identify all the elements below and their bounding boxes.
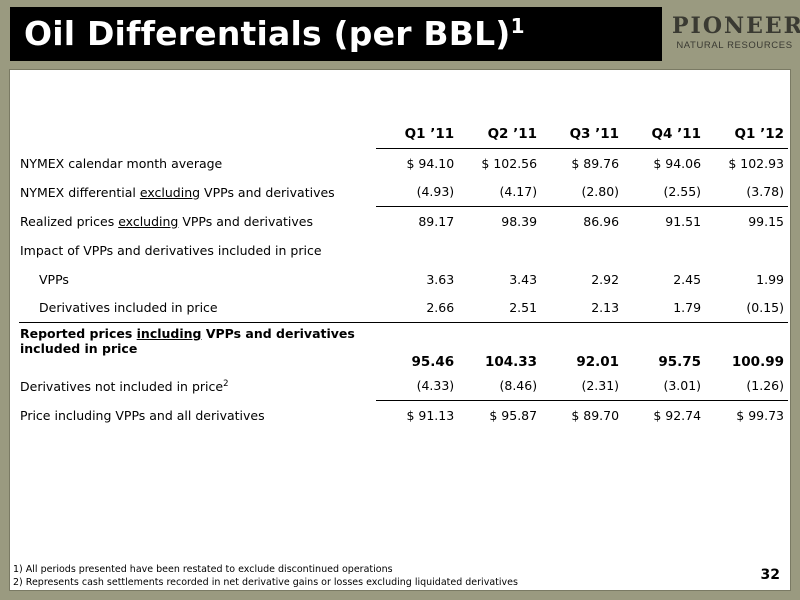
column-header: Q1 ’11 (376, 120, 459, 149)
logo-main-text: PIONEER (672, 13, 800, 39)
table-cell: 3.63 (426, 271, 455, 287)
table-row-price-all-derivatives: Price including VPPs and all derivatives… (19, 400, 788, 430)
row-label: NYMEX calendar month average (20, 155, 223, 171)
table-cell: 86.96 (541, 206, 624, 236)
row-label: Price including VPPs and all derivatives (20, 407, 265, 423)
table-cell: (2.55) (663, 184, 702, 200)
table-cell: 1.79 (673, 300, 702, 316)
row-label-underlined: excluding (118, 213, 179, 229)
table-cell: 104.33 (458, 322, 542, 372)
row-label-part: VPPs and derivatives (201, 326, 355, 341)
table-cell: (0.15) (746, 300, 784, 316)
table-cell: $ 102.93 (728, 155, 784, 171)
table-cell: 99.15 (705, 206, 788, 236)
table-cell: 92.01 (541, 322, 624, 372)
column-header: Q3 ’11 (541, 120, 624, 149)
row-label-part: included in price (20, 341, 138, 356)
row-label-part: VPPs and derivatives (200, 184, 335, 200)
table-cell: (2.31) (581, 378, 620, 394)
row-label-part: Realized prices (20, 213, 119, 229)
table-cell: 2.45 (673, 271, 702, 287)
logo-sub-text: NATURAL RESOURCES (676, 40, 793, 51)
table-cell: 2.66 (426, 300, 455, 316)
table-cell: 2.51 (509, 300, 538, 316)
table-cell: 98.39 (458, 206, 542, 236)
table-cell: 100.99 (705, 322, 788, 372)
page-title-superscript: 1 (510, 14, 525, 38)
table-cell: (8.46) (499, 378, 538, 394)
table-cell: $ 102.56 (481, 155, 538, 171)
row-label-underlined: excluding (139, 184, 201, 200)
table-cell: 89.17 (376, 206, 459, 236)
table-cell: (3.78) (746, 184, 784, 200)
table-cell: 95.46 (376, 322, 459, 372)
row-label: Derivatives included in price (39, 300, 218, 316)
table-cell: 95.75 (623, 322, 706, 372)
row-label-part: Derivatives not included in price (20, 378, 224, 394)
table-cell: 2.13 (591, 300, 620, 316)
column-header: Q1 ’12 (705, 120, 788, 149)
title-bar: Oil Differentials (per BBL)1 (10, 7, 662, 61)
table-cell: (4.33) (416, 378, 455, 394)
table-cell: $ 95.87 (458, 400, 542, 430)
table-cell: $ 91.13 (376, 400, 459, 430)
table-cell: 3.43 (509, 271, 538, 287)
table-cell: 1.99 (756, 271, 784, 287)
table-cell: 2.92 (591, 271, 620, 287)
row-label: Derivatives not included in price2 (19, 372, 376, 401)
table-cell: (4.17) (499, 184, 538, 200)
footnotes: 1) All periods presented have been resta… (13, 563, 518, 589)
table-header-row: Q1 ’11 Q2 ’11 Q3 ’11 Q4 ’11 Q1 ’12 (19, 120, 788, 149)
table-cell: (4.93) (416, 184, 455, 200)
table-row-nymex-differential: NYMEX differential excluding VPPs and de… (19, 178, 788, 207)
row-label-part: Reported prices (20, 326, 137, 341)
row-label: Realized prices excluding VPPs and deriv… (19, 207, 376, 236)
row-label: Impact of VPPs and derivatives included … (20, 242, 322, 258)
table-row-reported-prices: Reported prices including VPPs and deriv… (19, 322, 788, 372)
row-label: VPPs (39, 271, 69, 287)
company-logo: PIONEER NATURAL RESOURCES (672, 8, 800, 62)
footnote-2: 2) Represents cash settlements recorded … (13, 577, 518, 588)
row-label: Reported prices including VPPs and deriv… (19, 322, 377, 372)
column-header: Q2 ’11 (458, 120, 542, 149)
table-row-realized-prices: Realized prices excluding VPPs and deriv… (19, 206, 788, 236)
table-cell: $ 94.06 (653, 155, 702, 171)
table-cell: (1.26) (746, 378, 784, 394)
table-row-derivatives-included: Derivatives included in price 2.66 2.51 … (19, 294, 788, 323)
column-header: Q4 ’11 (623, 120, 706, 149)
header-label-cell (19, 120, 376, 149)
row-label: NYMEX differential excluding VPPs and de… (19, 178, 376, 207)
page-title: Oil Differentials (per BBL)1 (24, 14, 525, 53)
table-row-derivatives-not-included: Derivatives not included in price2 (4.33… (19, 372, 788, 401)
oil-differentials-table: Q1 ’11 Q2 ’11 Q3 ’11 Q4 ’11 Q1 ’12 NYMEX… (19, 120, 788, 430)
row-label-part: NYMEX differential (20, 184, 140, 200)
table-cell: $ 92.74 (623, 400, 706, 430)
footnote-marker: 2 (223, 378, 229, 389)
table-cell: 91.51 (623, 206, 706, 236)
table-row-impact-heading: Impact of VPPs and derivatives included … (19, 236, 788, 265)
page-number: 32 (760, 567, 780, 583)
table-cell: (3.01) (663, 378, 702, 394)
table-row-nymex-average: NYMEX calendar month average $ 94.10 $ 1… (19, 149, 788, 178)
table-cell: $ 94.10 (406, 155, 455, 171)
footnote-1: 1) All periods presented have been resta… (13, 564, 393, 575)
page-title-text: Oil Differentials (per BBL) (24, 14, 511, 53)
row-label-part: VPPs and derivatives (178, 213, 314, 229)
row-label-underlined: including (136, 326, 202, 341)
table-cell: $ 89.70 (541, 400, 624, 430)
table-row-vpps: VPPs 3.63 3.43 2.92 2.45 1.99 (19, 265, 788, 294)
table-cell: (2.80) (581, 184, 620, 200)
content-panel: Q1 ’11 Q2 ’11 Q3 ’11 Q4 ’11 Q1 ’12 NYMEX… (9, 69, 791, 591)
table-cell: $ 99.73 (705, 400, 788, 430)
table-cell: $ 89.76 (571, 155, 620, 171)
